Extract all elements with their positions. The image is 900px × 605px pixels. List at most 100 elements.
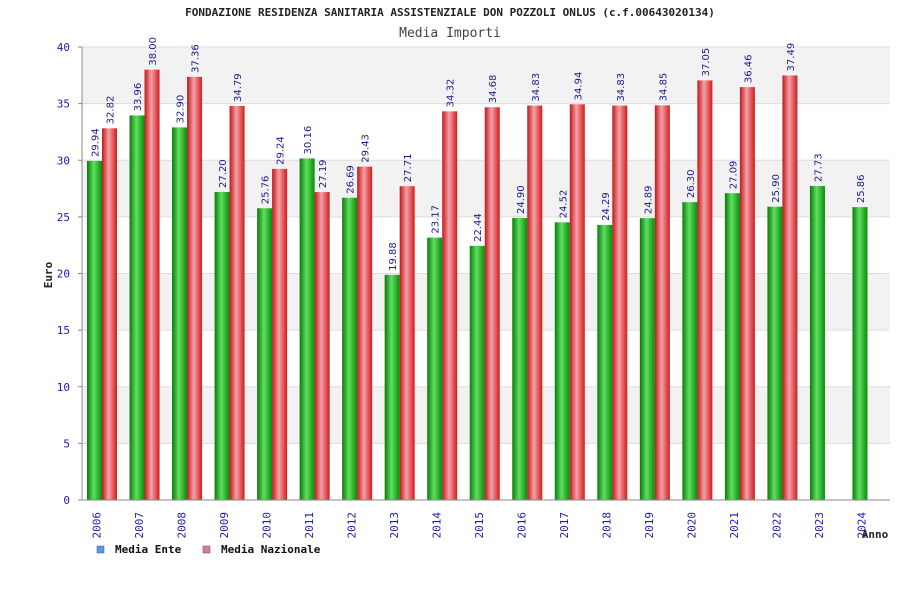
- bar-media-ente: [214, 191, 230, 500]
- bar-media-nazionale: [102, 128, 117, 500]
- data-label: 27.20: [218, 159, 229, 188]
- bar-media-ente: [384, 274, 400, 500]
- data-label: 26.30: [686, 170, 697, 199]
- x-tick-label: 2012: [345, 512, 358, 539]
- bar-media-ente: [682, 202, 698, 500]
- y-tick-label: 25: [57, 211, 70, 224]
- x-tick-label: 2018: [601, 512, 614, 539]
- bar-media-nazionale: [272, 168, 288, 500]
- data-label: 36.46: [743, 54, 754, 83]
- bar-media-nazionale: [399, 186, 415, 500]
- x-tick-label: 2010: [260, 512, 273, 539]
- data-label: 25.86: [856, 174, 867, 203]
- data-label: 34.79: [233, 73, 244, 102]
- y-tick-label: 5: [63, 437, 70, 450]
- bar-media-ente: [299, 158, 315, 501]
- x-tick-label: 2017: [558, 512, 571, 539]
- x-tick-label: 2011: [303, 512, 316, 539]
- bar-media-ente: [809, 185, 825, 500]
- x-tick-label: 2021: [728, 512, 741, 539]
- y-tick-label: 15: [57, 324, 70, 337]
- legend-swatch: [96, 545, 105, 554]
- y-tick-label: 20: [57, 268, 70, 281]
- bar-media-nazionale: [569, 104, 585, 500]
- x-tick-label: 2007: [133, 512, 146, 539]
- legend-swatch: [202, 545, 211, 554]
- data-label: 37.49: [786, 43, 797, 72]
- chart-subtitle: Media Importi: [399, 26, 501, 41]
- legend-label: Media Nazionale: [221, 543, 321, 556]
- data-label: 24.52: [558, 190, 569, 219]
- bar-media-nazionale: [314, 192, 330, 501]
- bars-group: [87, 69, 868, 501]
- bar-media-nazionale: [357, 166, 373, 500]
- bar-media-nazionale: [654, 105, 670, 500]
- bar-media-nazionale: [187, 76, 203, 500]
- bar-media-nazionale: [527, 105, 543, 501]
- data-label: 29.24: [276, 136, 287, 165]
- data-label: 19.88: [388, 242, 399, 271]
- x-tick-label: 2019: [643, 512, 656, 539]
- bar-media-ente: [342, 197, 358, 500]
- bar-media-ente: [597, 224, 613, 500]
- data-label: 24.29: [601, 192, 612, 221]
- data-label: 24.89: [643, 185, 654, 214]
- data-label: 32.90: [176, 95, 187, 124]
- data-label: 34.83: [531, 73, 542, 102]
- x-tick-label: 2008: [175, 512, 188, 539]
- bar-media-ente: [172, 127, 188, 500]
- data-label: 25.76: [261, 176, 272, 205]
- bar-media-ente: [469, 245, 485, 500]
- bar-media-ente: [767, 206, 783, 500]
- bar-media-nazionale: [782, 75, 798, 500]
- data-label: 29.94: [91, 128, 102, 157]
- legend-label: Media Ente: [115, 543, 182, 556]
- y-tick-label: 30: [57, 154, 70, 167]
- data-label: 22.44: [473, 213, 484, 242]
- x-tick-label: 2015: [473, 512, 486, 539]
- bar-media-ente: [554, 222, 570, 500]
- y-tick-label: 35: [57, 98, 70, 111]
- bar-media-ente: [639, 218, 655, 501]
- data-label: 27.19: [318, 159, 329, 188]
- bar-media-ente: [724, 193, 740, 500]
- data-label: 26.69: [346, 165, 357, 194]
- x-tick-label: 2016: [516, 512, 529, 539]
- data-label: 37.05: [701, 48, 712, 77]
- data-label: 32.82: [106, 96, 117, 125]
- y-tick-label: 10: [57, 381, 70, 394]
- bar-media-ente: [427, 237, 443, 501]
- bar-media-nazionale: [697, 80, 713, 500]
- data-label: 34.32: [446, 79, 457, 108]
- grid-band: [82, 47, 890, 104]
- data-label: 24.90: [516, 185, 527, 214]
- data-label: 25.90: [771, 174, 782, 203]
- x-tick-label: 2013: [388, 512, 401, 539]
- data-label: 27.71: [403, 154, 414, 183]
- bar-media-nazionale: [442, 111, 458, 501]
- x-tick-label: 2024: [856, 512, 869, 539]
- data-label: 23.17: [431, 205, 442, 234]
- data-label: 33.96: [133, 83, 144, 112]
- x-tick-label: 2023: [813, 512, 826, 539]
- data-label: 37.36: [191, 44, 202, 73]
- data-label: 27.73: [813, 153, 824, 182]
- x-tick-label: 2014: [430, 512, 443, 539]
- bar-media-ente: [87, 160, 102, 500]
- data-labels-group: 29.94 32.82 33.96 38.00 32.90 37.36 27.20 34.79…: [91, 37, 867, 271]
- bar-media-nazionale: [739, 87, 755, 500]
- x-axis-label: Anno: [862, 528, 889, 541]
- axes-group: 0 5 10 15 20 25 30 35 40 2006 2007 2008 2009 2010 2011…: [57, 41, 890, 539]
- data-label: 38.00: [148, 37, 159, 66]
- bar-media-nazionale: [229, 106, 245, 501]
- bar-media-ente: [129, 115, 145, 500]
- bar-media-nazionale: [612, 105, 628, 501]
- bar-media-ente: [512, 218, 528, 500]
- data-label: 34.83: [616, 73, 627, 102]
- x-tick-label: 2009: [218, 512, 231, 539]
- bar-media-ente: [257, 208, 273, 500]
- bar-media-nazionale: [484, 107, 500, 501]
- data-label: 27.09: [728, 161, 739, 190]
